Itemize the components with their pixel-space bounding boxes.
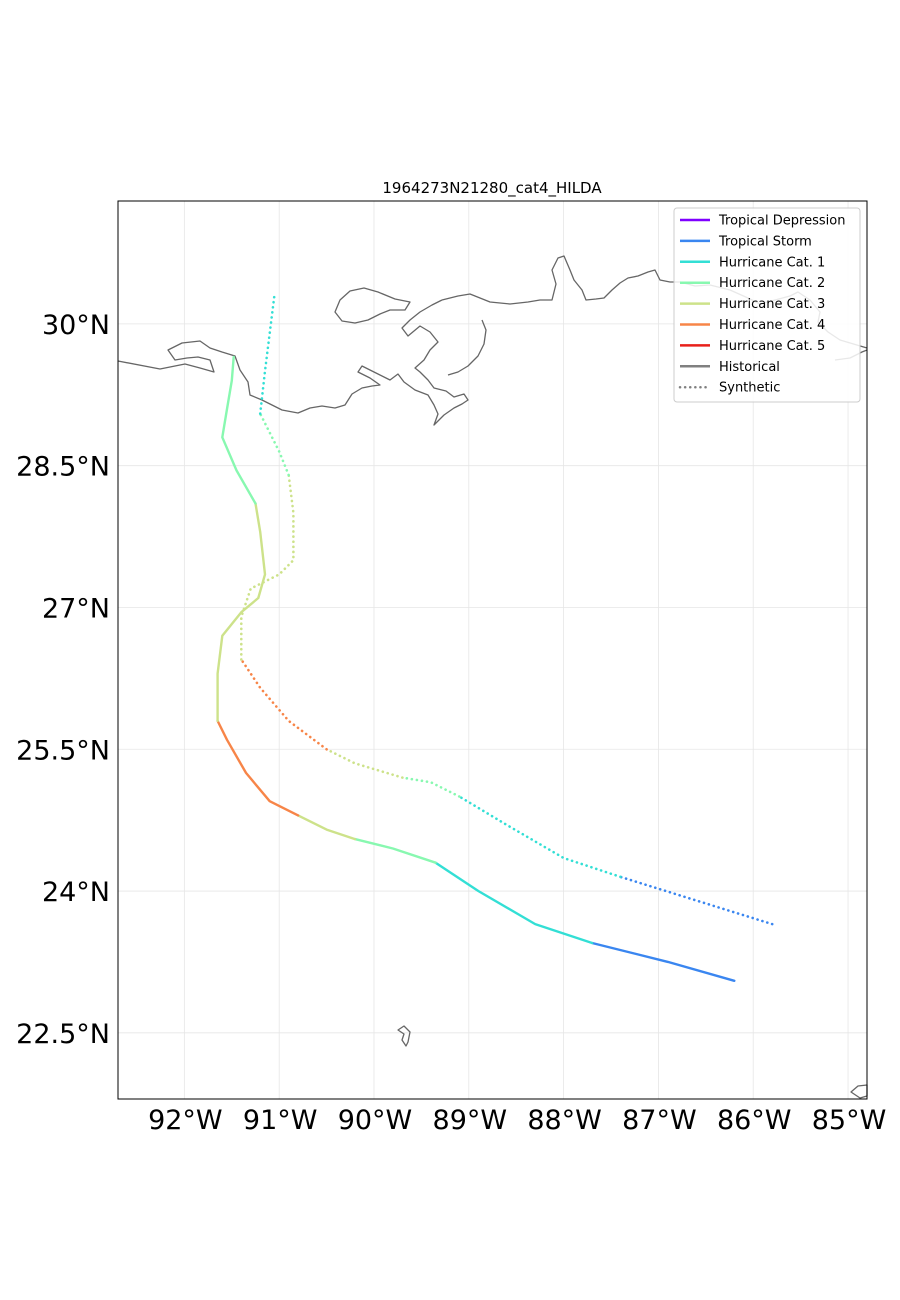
x-tick-label: 91°W: [243, 1105, 318, 1136]
legend-entry: Hurricane Cat. 5: [680, 339, 825, 354]
x-tick-label: 90°W: [338, 1105, 413, 1136]
legend-label: Tropical Storm: [718, 234, 812, 249]
legend-label: Hurricane Cat. 3: [719, 297, 825, 312]
plot-frame: [117, 200, 868, 1100]
axis-ticks: 92°W 91°W 90°W 89°W 88°W 87°W 86°W 85°W 30°N 28.5…: [16, 310, 886, 1136]
synthetic-track-segment-c2: [401, 776, 461, 798]
y-tick-label: 22.5°N: [16, 1019, 110, 1050]
historical-track-segment-c3: [296, 814, 357, 841]
synthetic-track-segment-c3: [325, 747, 404, 779]
legend-label: Hurricane Cat. 4: [719, 318, 825, 333]
legend-entry: Hurricane Cat. 3: [680, 297, 825, 312]
synthetic-track-segment-c4: [240, 658, 328, 751]
map-title: 1964273N21280_cat4_HILDA: [382, 179, 602, 198]
storm-tracks: [216, 294, 774, 982]
x-tick-label: 89°W: [433, 1105, 508, 1136]
x-tick-label: 85°W: [812, 1105, 887, 1136]
legend-entry: Hurricane Cat. 4: [680, 318, 825, 333]
legend-entry: Hurricane Cat. 1: [680, 255, 825, 270]
x-tick-label: 86°W: [717, 1105, 792, 1136]
synthetic-track-segment-c2: [258, 412, 291, 477]
historical-track-segment-c2: [353, 837, 437, 864]
historical-track-segment-c4: [216, 719, 300, 817]
historical-track-segment-c3: [216, 502, 267, 723]
legend-label: Hurricane Cat. 2: [719, 276, 825, 291]
y-tick-label: 27°N: [42, 593, 110, 624]
synthetic-track-segment-c1: [258, 294, 276, 416]
historical-track: [216, 355, 736, 982]
coastline-yucatan-island: [397, 1025, 411, 1047]
y-tick-label: 28.5°N: [16, 452, 110, 483]
y-tick-label: 24°N: [42, 877, 110, 908]
legend-entry: Hurricane Cat. 2: [680, 276, 825, 291]
synthetic-track: [240, 294, 774, 926]
legend-entry: Tropical Storm: [680, 234, 812, 249]
coastline-chandeleur: [447, 319, 487, 376]
coastline-lake-pontchartrain: [334, 287, 411, 324]
y-tick-label: 30°N: [42, 310, 110, 341]
x-tick-label: 92°W: [148, 1105, 223, 1136]
legend-label: Synthetic: [719, 381, 780, 396]
legend-entry: Tropical Depression: [680, 214, 845, 229]
legend-label: Hurricane Cat. 1: [719, 255, 825, 270]
legend-label: Tropical Depression: [718, 214, 845, 229]
legend-label: Historical: [719, 360, 780, 375]
legend-label: Hurricane Cat. 5: [719, 339, 825, 354]
historical-track-segment-c1: [434, 861, 594, 945]
legend: Tropical Depression Tropical Storm Hurrica…: [673, 207, 861, 403]
y-tick-label: 25.5°N: [16, 735, 110, 766]
x-tick-label: 87°W: [622, 1105, 697, 1136]
historical-track-segment-c2: [221, 355, 257, 505]
legend-entry: Synthetic: [678, 381, 780, 396]
coastline-texas-louisiana: [117, 299, 469, 426]
historical-track-segment-ts: [590, 941, 736, 982]
x-tick-label: 88°W: [527, 1105, 602, 1136]
legend-box: [673, 207, 861, 403]
legend-entry: Historical: [680, 360, 780, 375]
synthetic-track-segment-c1: [457, 795, 622, 879]
synthetic-track-segment-ts: [619, 875, 774, 926]
